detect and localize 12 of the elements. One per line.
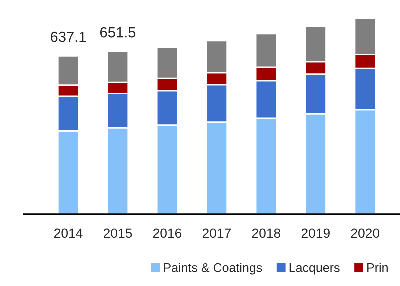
annotation: 637.1 — [51, 32, 86, 42]
x-tick-label: 2019 — [302, 228, 330, 238]
legend-label: Prin — [368, 263, 388, 272]
x-tick-label: 2014 — [54, 228, 83, 238]
x-tick-label: 2018 — [252, 228, 281, 238]
x-tick-label: 2016 — [153, 228, 182, 238]
legend-label: Paints & Coatings — [164, 263, 262, 275]
x-tick-label: 2020 — [351, 228, 380, 238]
x-tick-label: 2015 — [104, 228, 132, 238]
x-tick-label: 2017 — [202, 228, 231, 238]
annotation: 651.5 — [100, 27, 136, 38]
legend-label: Lacquers — [290, 264, 340, 275]
